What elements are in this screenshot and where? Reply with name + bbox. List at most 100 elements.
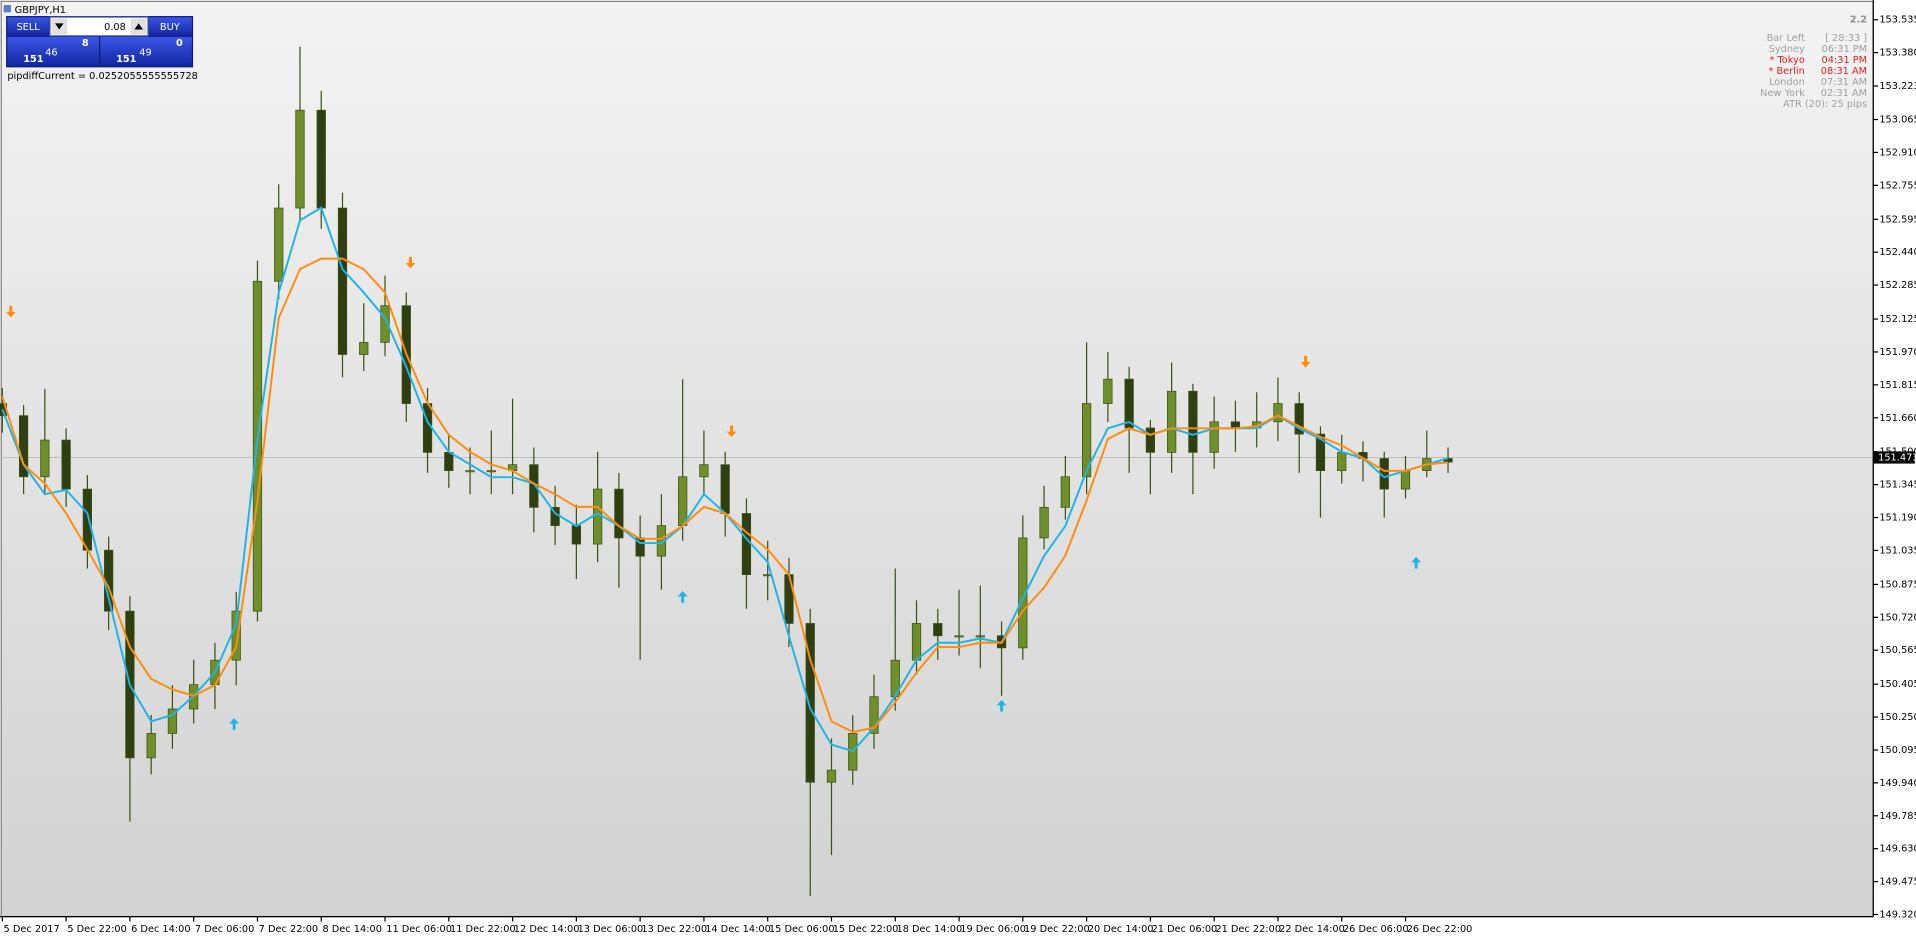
candle-body (61, 439, 71, 490)
y-tick-label: 153.535 (1879, 15, 1916, 26)
ask-big[interactable]: 151 (116, 54, 137, 65)
candle-body (1209, 421, 1219, 453)
y-tick-label: 150.095 (1879, 745, 1916, 756)
candle-body (826, 769, 837, 783)
candle-body (337, 207, 348, 355)
x-tick-label: 6 Dec 14:00 (131, 924, 190, 935)
candle-body (1081, 403, 1092, 478)
y-tick-label: 150.565 (1879, 645, 1916, 656)
x-tick-label: 21 Dec 06:00 (1152, 924, 1218, 935)
x-tick-label: 7 Dec 22:00 (259, 924, 318, 935)
x-tick-label: 8 Dec 14:00 (322, 924, 381, 935)
y-tick-label: 152.125 (1879, 314, 1916, 325)
candle-body (1315, 433, 1326, 471)
bid-pips[interactable]: 46 (45, 48, 57, 59)
lots-box[interactable] (49, 16, 149, 37)
candle-body (933, 623, 943, 637)
info-label: Bar Left (1767, 33, 1805, 44)
ask-point[interactable]: 0 (176, 38, 183, 49)
candle-body (465, 470, 475, 473)
candle-body (1060, 476, 1070, 508)
candle-body (741, 513, 752, 576)
candle-body (444, 452, 454, 471)
y-tick-label: 151.345 (1879, 480, 1916, 491)
candle-body (1230, 421, 1241, 429)
x-tick-label: 11 Dec 06:00 (386, 924, 452, 935)
candle-body (805, 623, 815, 783)
y-tick-label: 151.660 (1879, 413, 1916, 424)
x-tick-label: 18 Dec 14:00 (896, 924, 962, 935)
atr-text: ATR (20): 25 pips (1783, 99, 1867, 110)
y-tick-label: 152.910 (1879, 147, 1916, 158)
trade-panel: SELL 0.08 BUY 151 46 8 151 49 0 (6, 16, 194, 68)
buy-label[interactable]: BUY (160, 22, 180, 33)
candle-body (911, 623, 922, 661)
candle-body (82, 488, 92, 551)
candle-body (1400, 470, 1411, 490)
x-tick-label: 7 Dec 06:00 (195, 924, 254, 935)
ask-box[interactable] (100, 36, 192, 67)
x-tick-label: 19 Dec 22:00 (1024, 924, 1090, 935)
candle-body (486, 470, 496, 473)
candle-body (1124, 378, 1134, 429)
lots-value[interactable]: 0.08 (104, 22, 126, 33)
y-tick-label: 153.380 (1879, 48, 1916, 59)
sell-label[interactable]: SELL (16, 22, 40, 33)
candle-body (614, 488, 624, 539)
sell-signal (1300, 355, 1311, 368)
plot-area (0, 0, 1874, 918)
candle-body (1018, 537, 1028, 649)
candle-body (1188, 390, 1198, 453)
candle-body (295, 109, 305, 209)
buy-signal (996, 699, 1007, 712)
candle-body (720, 464, 730, 514)
y-tick-label: 153.223 (1879, 81, 1916, 92)
sell-signal (726, 425, 737, 438)
info-value: 07:31 AM (1821, 77, 1867, 88)
bid-box[interactable] (7, 36, 99, 67)
last-price-box (1873, 451, 1915, 464)
bid-big[interactable]: 151 (23, 54, 44, 65)
x-tick-label: 12 Dec 14:00 (514, 924, 580, 935)
candle-body (316, 109, 326, 209)
y-tick-label: 151.035 (1879, 545, 1916, 556)
y-tick-label: 152.595 (1879, 214, 1916, 225)
candle-body (784, 574, 794, 624)
y-tick-label: 153.065 (1879, 115, 1916, 126)
candle-body (869, 696, 879, 734)
x-tick-label: 19 Dec 06:00 (960, 924, 1026, 935)
y-tick-label: 149.320 (1879, 909, 1916, 920)
last-price-label: 151.473 (1878, 452, 1916, 463)
y-tick-label: 150.405 (1879, 679, 1916, 690)
candle-body (1103, 378, 1113, 404)
info-label: London (1769, 77, 1805, 88)
candle-body (699, 464, 709, 478)
candle-body (571, 525, 581, 545)
candle-body (1145, 427, 1156, 453)
y-tick-label: 150.875 (1879, 579, 1916, 590)
y-tick-label: 150.250 (1879, 712, 1916, 723)
ask-pips[interactable]: 49 (139, 48, 151, 59)
window-icon (3, 5, 11, 13)
window-title: GBPJPY,H1 (15, 5, 66, 16)
info-value: 04:31 PM (1822, 55, 1868, 66)
sell-signal (5, 305, 16, 318)
x-tick-label: 26 Dec 22:00 (1407, 924, 1473, 935)
x-tick-label: 13 Dec 06:00 (578, 924, 644, 935)
y-tick-label: 150.720 (1879, 612, 1916, 623)
y-tick-label: 149.475 (1879, 877, 1916, 888)
info-value: [ 28:33 ] (1825, 33, 1867, 44)
info-value: 08:31 AM (1821, 66, 1867, 77)
buy-button[interactable] (149, 17, 192, 36)
sell-button[interactable] (7, 17, 49, 36)
candle-body (678, 476, 688, 526)
candle-body (422, 403, 433, 453)
plot (0, 46, 1874, 897)
candle-body (1294, 403, 1304, 435)
candle-body (1039, 506, 1049, 539)
y-tick-label: 149.785 (1879, 811, 1916, 822)
info-label: New York (1760, 88, 1805, 99)
bid-point[interactable]: 8 (82, 38, 89, 49)
y-tick-label: 152.440 (1879, 247, 1916, 258)
y-tick-label: 152.755 (1879, 180, 1916, 191)
